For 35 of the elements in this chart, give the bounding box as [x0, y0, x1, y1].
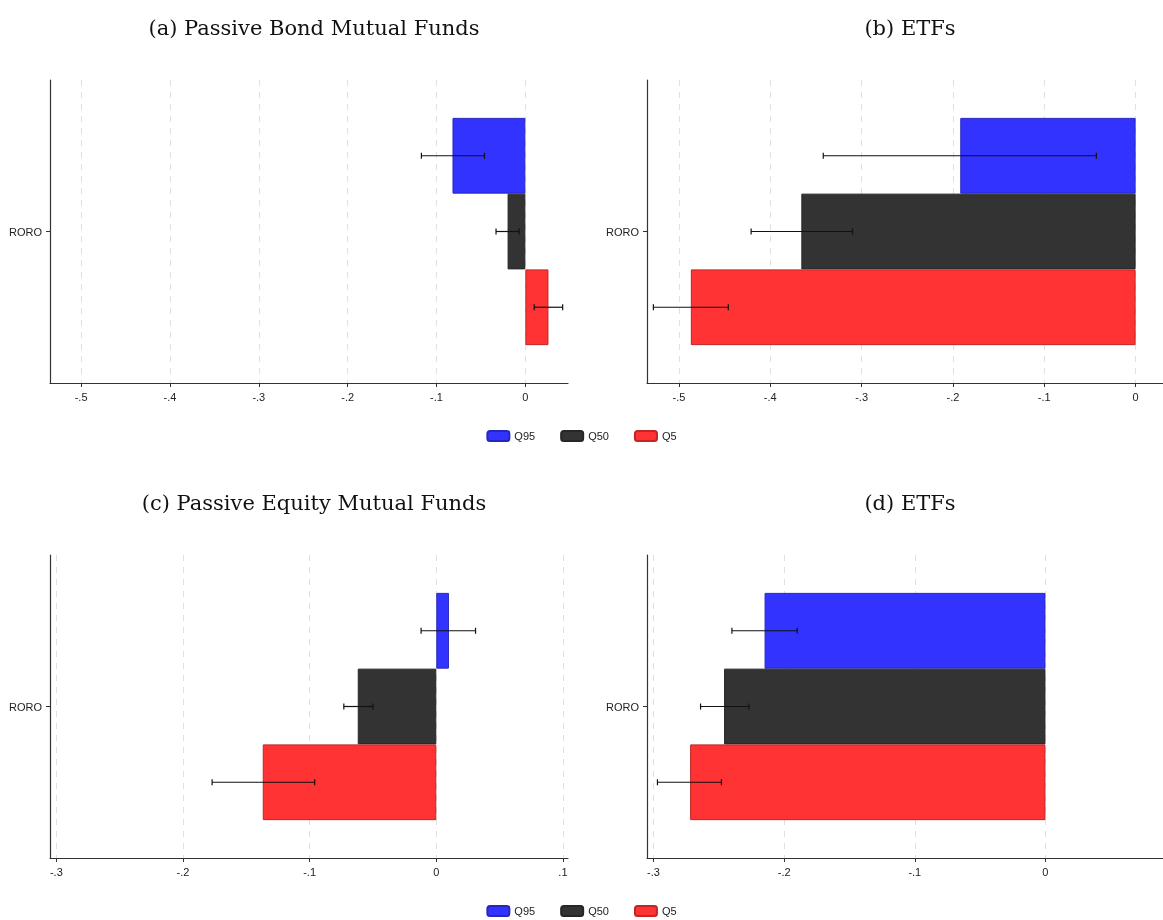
x-tick-label: -.1: [430, 390, 443, 403]
x-tick-label: -.1: [303, 865, 317, 878]
y-tick-label: RORO: [9, 225, 43, 238]
legend-label: Q50: [588, 430, 609, 442]
y-tick-label: RORO: [9, 700, 43, 713]
x-tick-label: -.4: [163, 390, 177, 403]
x-tick-label: -.3: [252, 390, 266, 403]
chart-title: (d) ETFs: [864, 490, 956, 515]
legend-label: Q95: [514, 905, 536, 917]
chart-title: (c) Passive Equity Mutual Funds: [141, 490, 487, 515]
chart-title: (a) Passive Bond Mutual Funds: [148, 15, 480, 40]
x-tick-label: 0: [1042, 865, 1049, 878]
x-tick-label: -.5: [74, 390, 88, 403]
x-tick-label: -.3: [647, 865, 660, 878]
legend-label: Q50: [588, 905, 609, 917]
chart-title: (b) ETFs: [864, 15, 956, 40]
x-tick-label: -.3: [49, 865, 63, 878]
y-tick-label: RORO: [606, 700, 640, 713]
y-tick-label: RORO: [606, 225, 640, 238]
x-tick-label: -.5: [672, 390, 686, 403]
x-tick-label: 0: [522, 390, 529, 403]
x-tick-label: -.2: [341, 390, 355, 403]
x-tick-label: .1: [558, 865, 568, 878]
x-tick-label: -.3: [855, 390, 869, 403]
x-tick-label: -.4: [763, 390, 777, 403]
x-tick-label: 0: [1132, 390, 1139, 403]
legend-label: Q5: [661, 905, 677, 917]
legend-label: Q5: [661, 430, 677, 442]
legend-label: Q95: [514, 430, 536, 442]
x-tick-label: -.2: [777, 865, 791, 878]
x-tick-label: 0: [433, 865, 440, 878]
x-tick-label: -.2: [946, 390, 960, 403]
x-tick-label: -.2: [176, 865, 190, 878]
x-tick-label: -.1: [908, 865, 922, 878]
x-tick-label: -.1: [1037, 390, 1051, 403]
